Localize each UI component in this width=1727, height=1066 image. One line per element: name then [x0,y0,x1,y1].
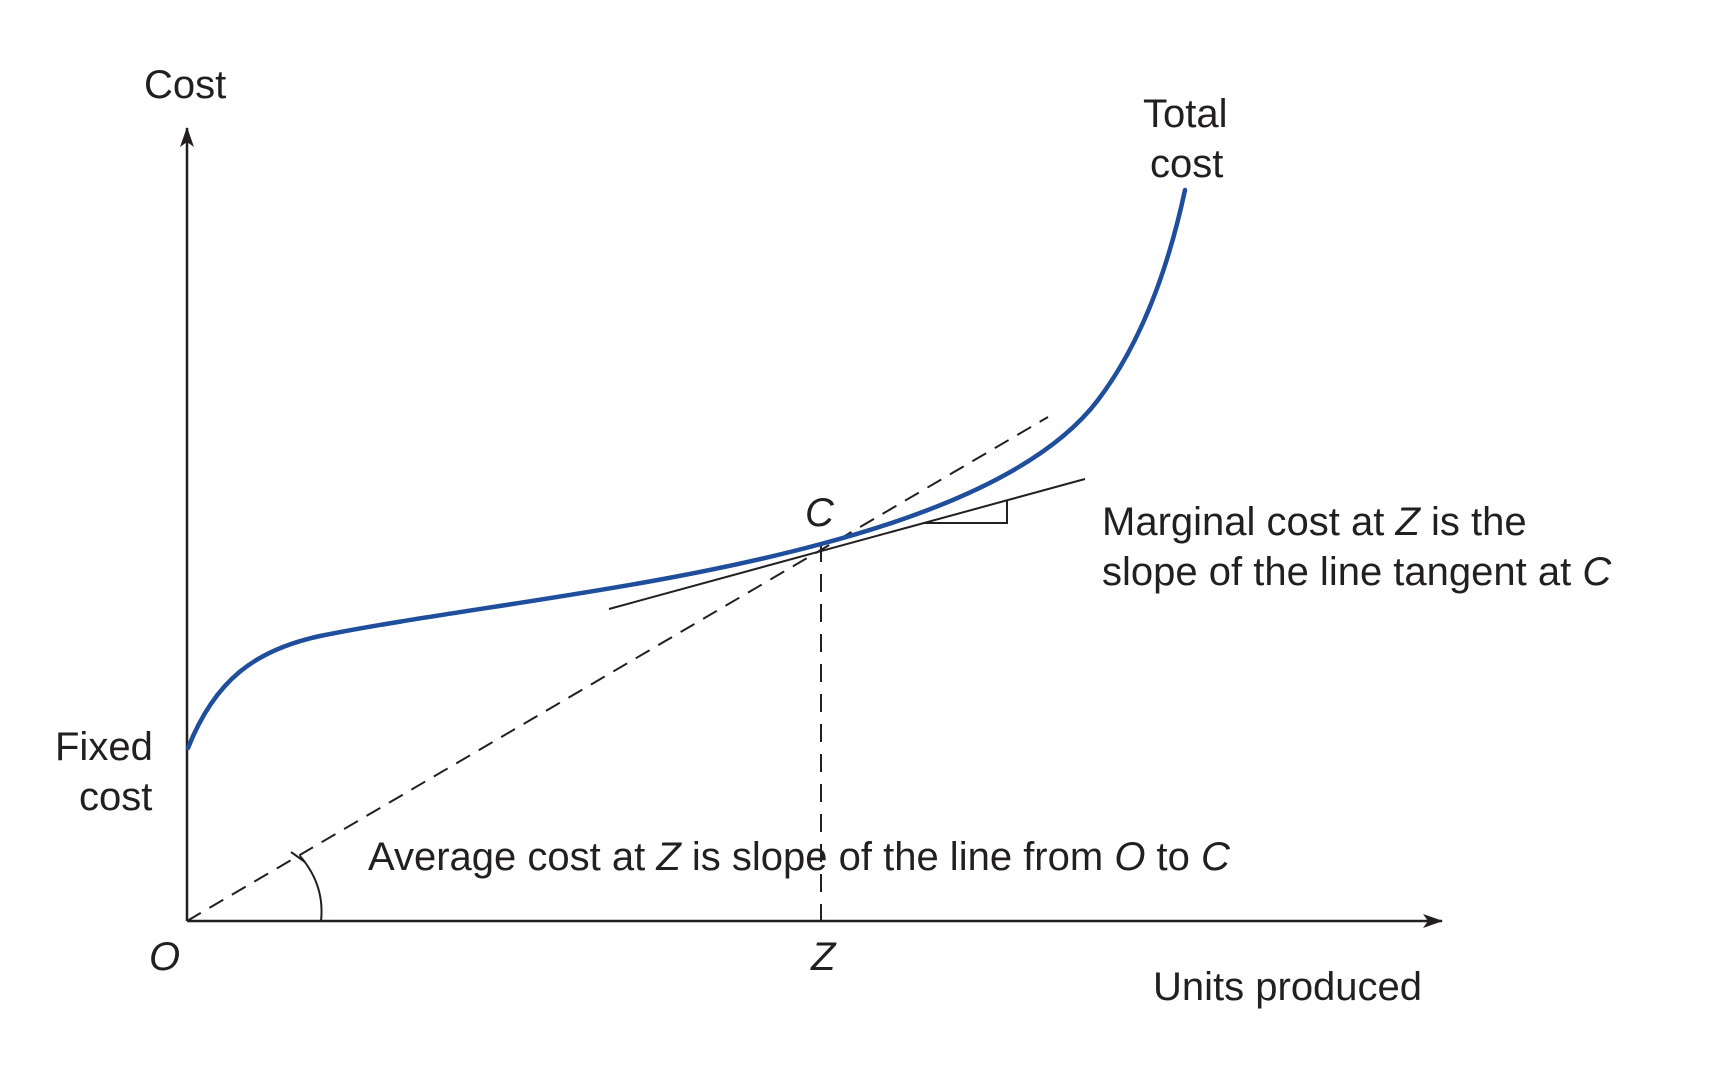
marginal-text-cc: C [1582,550,1612,594]
marginal-cost-note-line1: Marginal cost at Z is the [1102,497,1527,547]
marginal-text-c: slope of the line tangent at [1102,550,1583,594]
average-cost-note: Average cost at Z is slope of the line f… [368,832,1230,882]
fixed-cost-label-line1: Fixed [55,725,153,769]
y-axis-label: Cost [144,63,227,107]
total-cost-curve [185,187,1188,751]
average-text-z: Z [656,835,681,879]
average-text-b: is slope of the line from [680,835,1115,879]
average-text-c: to [1145,835,1202,879]
angle-arc-tick [290,851,306,863]
average-cost-line [186,416,1049,922]
point-c-label: C [805,491,834,535]
average-text-cc: C [1201,835,1230,879]
marginal-text-b: is the [1419,500,1527,544]
marginal-text-z: Z [1395,500,1420,544]
tangent-line [608,478,1086,610]
angle-arc [299,855,323,922]
origin-label: O [149,935,181,979]
average-text-o: O [1114,835,1146,879]
fixed-cost-label-line2: cost [79,775,153,819]
marginal-text-a: Marginal cost at [1102,500,1396,544]
total-cost-label-line2: cost [1150,142,1224,186]
average-text-a: Average cost at [368,835,657,879]
point-z-label: Z [811,935,836,979]
marginal-cost-note-line2: slope of the line tangent at C [1102,547,1611,597]
x-axis-label: Units produced [1153,965,1423,1009]
total-cost-label-line1: Total [1143,92,1228,136]
slope-triangle [924,500,1008,524]
